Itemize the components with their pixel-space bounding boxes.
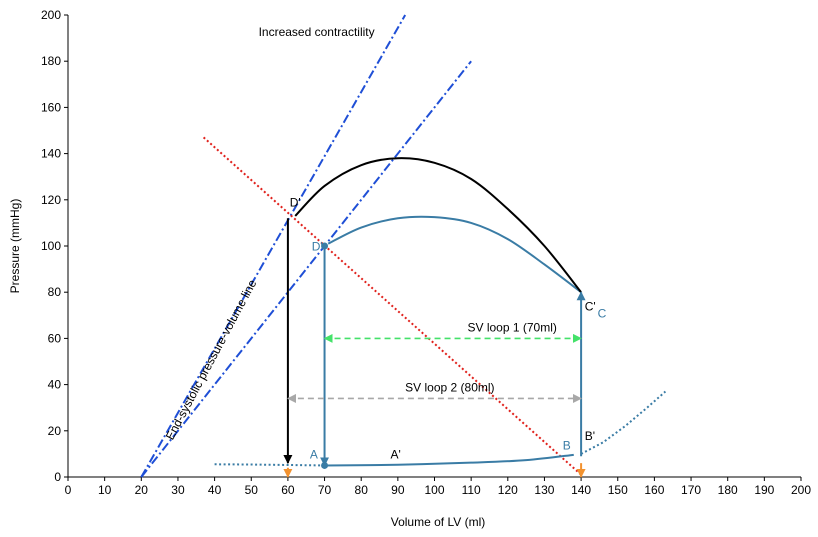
c-prime-label: C'	[585, 300, 596, 314]
y-tick-label: 180	[41, 54, 61, 68]
point-d-marker	[321, 242, 329, 250]
x-tick-label: 50	[245, 483, 259, 497]
x-tick-label: 30	[171, 483, 185, 497]
c-label: C	[598, 307, 607, 321]
x-tick-label: 10	[98, 483, 112, 497]
x-tick-label: 160	[644, 483, 664, 497]
y-tick-label: 100	[41, 239, 61, 253]
x-tick-label: 120	[498, 483, 518, 497]
point-a-marker	[321, 461, 329, 469]
filling-line	[324, 453, 574, 467]
afterload-line	[202, 136, 582, 476]
a-label: A	[310, 448, 318, 462]
y-tick-label: 20	[48, 424, 62, 438]
x-tick-label: 90	[391, 483, 405, 497]
x-tick-label: 100	[424, 483, 444, 497]
x-tick-label: 170	[681, 483, 701, 497]
x-tick-label: 140	[571, 483, 591, 497]
x-tick-label: 40	[208, 483, 222, 497]
y-tick-label: 200	[41, 8, 61, 22]
sv-loop-1-label: SV loop 1 (70ml)	[467, 320, 556, 334]
ejection-loop1-line	[327, 215, 582, 293]
d-prime-black-label: D'	[290, 196, 301, 210]
x-tick-label: 130	[534, 483, 554, 497]
y-tick-label: 40	[48, 378, 62, 392]
x-tick-label: 150	[608, 483, 628, 497]
y-tick-label: 120	[41, 193, 61, 207]
d-prime-steel-label: D'	[312, 240, 323, 254]
edpvr-right-line	[580, 390, 667, 455]
y-axis-title: Pressure (mmHg)	[8, 199, 22, 294]
x-tick-label: 180	[718, 483, 738, 497]
x-tick-label: 0	[65, 483, 72, 497]
x-tick-label: 110	[462, 483, 481, 497]
x-tick-label: 200	[791, 483, 811, 497]
esp-line-label: End-systolic pressure-volume line	[163, 277, 260, 442]
x-tick-label: 70	[318, 483, 332, 497]
a-prime-label: A'	[391, 448, 401, 462]
x-tick-label: 80	[355, 483, 369, 497]
y-tick-label: 160	[41, 100, 61, 114]
espvr-line	[140, 60, 472, 478]
sv-loop-2-label: SV loop 2 (80ml)	[405, 381, 494, 395]
x-axis-title: Volume of LV (ml)	[391, 515, 485, 529]
edpvr-left-line	[214, 463, 325, 467]
y-tick-label: 80	[48, 285, 62, 299]
y-tick-label: 140	[41, 147, 61, 161]
ejection-loop2-line	[294, 157, 582, 293]
b-prime-label: B'	[585, 429, 595, 443]
x-tick-label: 190	[754, 483, 774, 497]
espvr-increased-line	[140, 14, 407, 478]
y-tick-label: 0	[54, 470, 61, 484]
b-label: B	[563, 438, 571, 452]
x-tick-label: 20	[135, 483, 149, 497]
increased-contractility-label: Increased contractility	[259, 25, 375, 39]
y-tick-label: 60	[48, 331, 62, 345]
x-tick-label: 60	[281, 483, 295, 497]
